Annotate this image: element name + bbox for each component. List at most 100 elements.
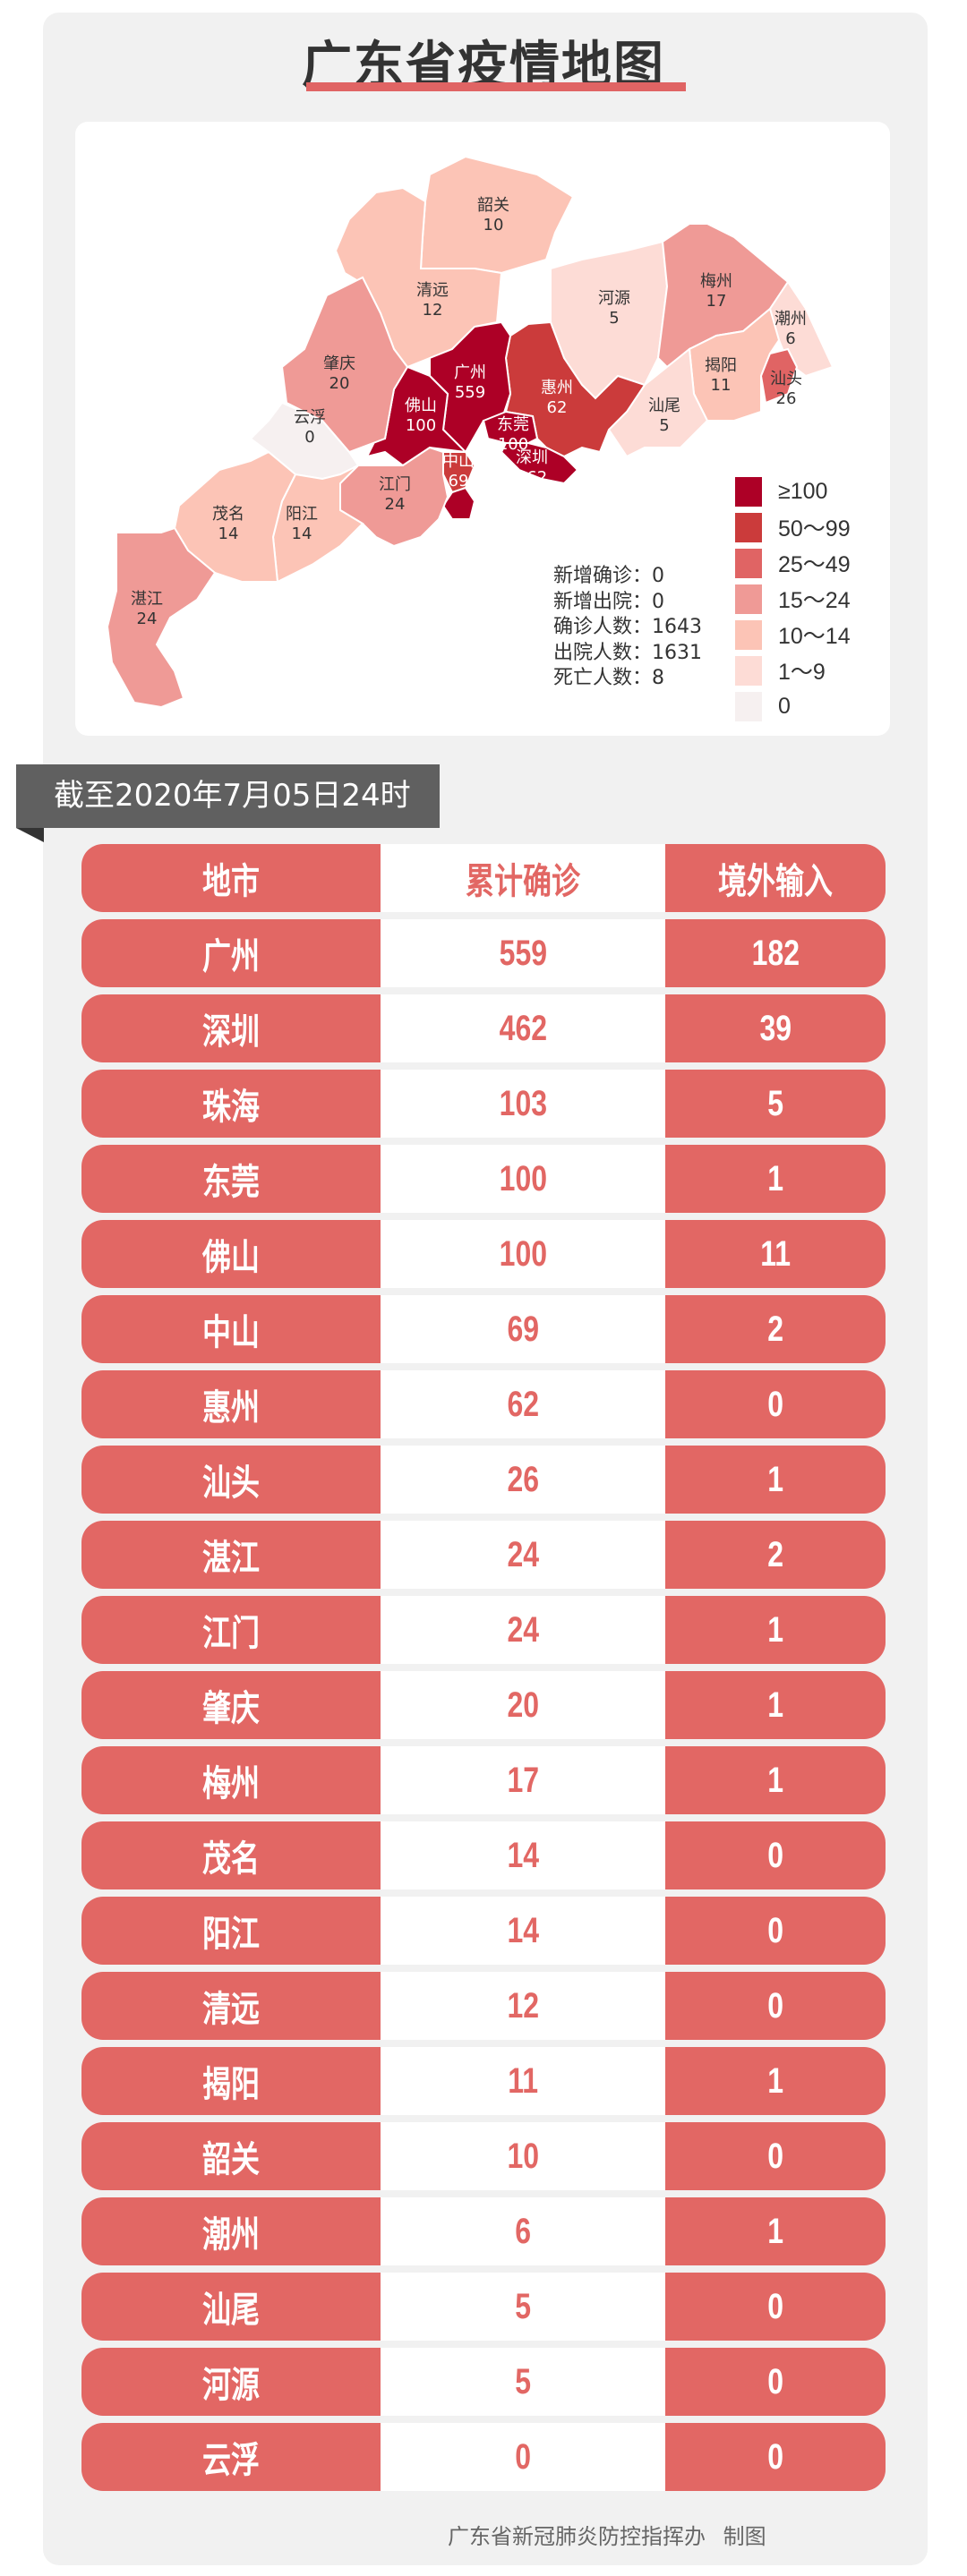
cell-confirmed: 17 [381,1746,665,1814]
cell-confirmed: 69 [381,1295,665,1363]
map-label-value: 100 [498,435,528,454]
map-label-name: 惠州 [541,379,573,397]
legend-label: 10～14 [778,624,851,649]
map-label-value: 20 [329,374,350,393]
cell-city: 清远 [81,1972,381,2040]
cell-imported: 1 [665,1145,886,1213]
map-label-value: 103 [478,516,509,535]
table-row: 揭阳 11 1 [81,2047,886,2115]
map-label-name: 东莞 [497,415,529,434]
cell-confirmed: 559 [381,919,665,987]
legend-label: 1～9 [778,660,826,685]
table-row: 云浮 0 0 [81,2423,886,2491]
table-row: 清远 12 0 [81,1972,886,2040]
legend-item: 25～49 [735,545,851,581]
table-row: 珠海 103 5 [81,1070,886,1138]
legend-item: 0 [735,688,851,724]
map-label-value: 12 [423,301,443,320]
cell-city: 韶关 [81,2122,381,2190]
cell-city: 惠州 [81,1370,381,1438]
map-region [759,347,799,405]
cell-imported: 5 [665,1070,886,1138]
cell-city: 河源 [81,2348,381,2416]
map-label-name: 揭阳 [705,356,737,375]
legend-swatch [735,691,762,721]
map-region [280,276,409,454]
cell-imported: 0 [665,1370,886,1438]
cell-confirmed: 5 [381,2273,665,2341]
legend-label: 25～49 [778,552,851,577]
table-row: 湛江 24 2 [81,1521,886,1589]
cell-confirmed: 462 [381,994,665,1062]
map-label-name: 梅州 [700,272,732,291]
table-row: 河源 5 0 [81,2348,886,2416]
cell-city: 广州 [81,919,381,987]
table-row: 肇庆 20 1 [81,1671,886,1739]
banner-fold [16,828,44,842]
cell-imported: 0 [665,2273,886,2341]
table-row: 深圳 462 39 [81,994,886,1062]
summary-stats: 新增确诊：0 新增出院：0 确诊人数：1643 出院人数：1631 死亡人数：8 [553,564,702,692]
legend-swatch [735,584,762,614]
legend-item: 15～24 [735,581,851,617]
map-label-value: 11 [711,376,732,395]
cell-city: 潮州 [81,2197,381,2265]
stat-line: 出院人数：1631 [553,641,702,664]
table-row: 茂名 14 0 [81,1821,886,1889]
map-label-value: 24 [137,610,158,628]
map-label-name: 广州 [454,363,486,382]
map-label-name: 湛江 [131,590,163,609]
table-row: 潮州 6 1 [81,2197,886,2265]
map-region [482,410,539,444]
cell-city: 珠海 [81,1070,381,1138]
map-label-name: 茂名 [212,505,244,524]
map-label-name: 云浮 [294,408,326,427]
cell-city: 江门 [81,1596,381,1664]
map-label-value: 14 [218,525,239,543]
table-row: 广州 559 182 [81,919,886,987]
cell-imported: 1 [665,1446,886,1514]
cell-imported: 1 [665,2047,886,2115]
cell-imported: 0 [665,2348,886,2416]
stat-line: 死亡人数：8 [553,667,664,689]
map-label-name: 江门 [379,475,411,494]
cell-imported: 1 [665,1746,886,1814]
map-label-value: 5 [659,416,669,435]
cell-city: 云浮 [81,2423,381,2491]
title-underline [306,82,686,91]
legend-item: 50～99 [735,509,851,545]
table-row: 惠州 62 0 [81,1370,886,1438]
map-label-name: 汕头 [770,370,802,388]
case-table: 地市 累计确诊 境外输入 广州 559 182 深圳 462 39 珠海 103 5 东莞 100 1… [81,844,886,2498]
legend-swatch [735,476,762,507]
cell-city: 揭阳 [81,2047,381,2115]
stat-line: 新增出院：0 [553,590,664,613]
footer-credit: 广东省新冠肺炎防控指挥办 制图 [448,2524,766,2549]
table-row: 中山 69 2 [81,1295,886,1363]
map-label-name: 清远 [416,281,449,300]
cell-imported: 39 [665,994,886,1062]
cell-confirmed: 100 [381,1145,665,1213]
map-label-name: 深圳 [516,448,548,467]
cell-confirmed: 62 [381,1370,665,1438]
map-label-value: 6 [785,329,795,348]
table-row: 江门 24 1 [81,1596,886,1664]
cell-imported: 0 [665,1972,886,2040]
cell-confirmed: 24 [381,1596,665,1664]
cell-imported: 1 [665,1671,886,1739]
map-region [106,526,217,709]
map-label-value: 0 [304,428,314,447]
cell-city: 阳江 [81,1897,381,1965]
map-label-value: 62 [547,398,568,417]
cell-imported: 0 [665,2122,886,2190]
table-row: 韶关 10 0 [81,2122,886,2190]
stat-line: 新增确诊：0 [553,565,664,587]
cell-city: 佛山 [81,1220,381,1288]
map-label-value: 5 [609,309,619,328]
legend-label: 0 [778,693,791,719]
cell-confirmed: 12 [381,1972,665,2040]
header-imported: 境外输入 [665,844,886,912]
map-label-value: 26 [776,389,797,408]
map-legend: ≥100 50～99 25～49 15～24 10～14 1～9 0 [735,473,851,724]
legend-item: ≥100 [735,473,851,509]
